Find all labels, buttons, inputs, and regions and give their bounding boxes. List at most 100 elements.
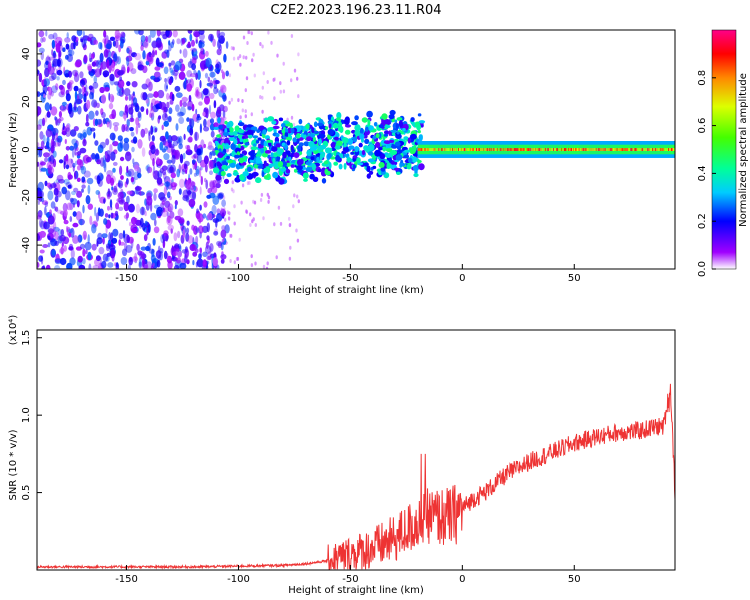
heatmap-cell — [288, 223, 292, 228]
heatmap-cell — [94, 68, 101, 78]
heatmap-cell — [156, 259, 161, 268]
heatmap-cell — [197, 70, 201, 80]
heatmap-cell — [45, 30, 48, 37]
heatmap-cell — [208, 159, 214, 170]
heatmap-cell — [77, 105, 82, 115]
heatmap-cell — [68, 102, 73, 112]
heatmap-cell — [188, 189, 191, 197]
heatmap-cell — [167, 215, 171, 224]
heatmap-cell — [213, 122, 219, 128]
heatmap-cell — [230, 97, 234, 102]
heatmap-cell — [57, 138, 62, 147]
heatmap-cell — [147, 166, 153, 173]
heatmap-cell — [84, 241, 92, 251]
x-tick-label: 50 — [568, 574, 581, 585]
y-tick-label: 1.5 — [21, 330, 32, 346]
heatmap-cell — [208, 33, 214, 42]
heatmap-cell — [135, 203, 140, 214]
heatmap-cell — [166, 164, 174, 174]
heatmap-cell — [366, 173, 371, 179]
heatmap-cell — [296, 238, 300, 243]
heatmap-cell — [275, 143, 281, 148]
heatmap-cell — [260, 147, 265, 154]
heatmap-cell — [279, 221, 283, 226]
heatmap-cell — [166, 92, 170, 101]
heatmap-cell — [122, 248, 128, 257]
heatmap-cell — [248, 151, 256, 156]
heatmap-cell — [384, 130, 389, 135]
heatmap-cell — [93, 39, 98, 45]
heatmap-cell — [50, 201, 56, 209]
heatmap-cell — [238, 237, 241, 242]
heatmap-cell — [167, 206, 172, 213]
heatmap-cell — [112, 141, 119, 147]
heatmap-cell — [213, 126, 220, 130]
heatmap-cell — [82, 132, 87, 138]
heatmap-cell — [70, 249, 75, 259]
heatmap-cell — [209, 71, 216, 78]
heatmap-cell — [72, 235, 79, 244]
heatmap-cell — [55, 36, 63, 45]
heatmap-cell — [159, 141, 164, 151]
heatmap-cell — [227, 165, 231, 169]
heatmap-cell — [248, 30, 251, 35]
heatmap-cell — [196, 258, 204, 268]
heatmap-cell — [206, 222, 210, 233]
heatmap-cell — [113, 125, 119, 132]
heatmap-cell — [205, 179, 208, 190]
heatmap-cell — [245, 138, 249, 143]
heatmap-cell — [89, 57, 93, 63]
heatmap-cell — [73, 101, 77, 111]
heatmap-cell — [105, 43, 112, 50]
heatmap-cell — [152, 171, 155, 177]
heatmap-cell — [151, 50, 155, 58]
heatmap-cell — [233, 221, 236, 226]
heatmap-cell — [150, 212, 157, 221]
heatmap-cell — [217, 117, 221, 124]
heatmap-cell — [90, 127, 96, 132]
heatmap-cell — [61, 242, 64, 247]
heatmap-cell — [101, 233, 108, 239]
heatmap-cell — [177, 208, 184, 217]
heatmap-cell — [188, 136, 193, 143]
heatmap-cell — [161, 210, 168, 218]
heatmap-cell — [161, 200, 165, 206]
heatmap-cell — [104, 87, 110, 92]
heatmap-cell — [80, 165, 87, 175]
heatmap-cell — [179, 217, 185, 226]
heatmap-cell — [134, 252, 138, 261]
heatmap-cell — [128, 93, 132, 102]
heatmap-cell — [85, 249, 88, 255]
heatmap-cell — [185, 169, 188, 175]
heatmap-cell — [186, 70, 193, 78]
heatmap-cell — [229, 233, 232, 238]
heatmap-cell — [39, 230, 46, 238]
heatmap-cell — [388, 157, 393, 163]
heatmap-cell — [396, 145, 402, 150]
heatmap-cell — [273, 127, 277, 135]
heatmap-cell — [199, 80, 202, 89]
heatmap-cell — [176, 38, 181, 45]
heatmap-cell — [193, 185, 197, 191]
heatmap-cell — [155, 57, 160, 67]
heatmap-cell — [153, 188, 158, 194]
heatmap-cell — [312, 176, 319, 182]
heatmap-cell — [186, 220, 190, 226]
heatmap-cell — [189, 127, 194, 136]
heatmap-cell — [296, 138, 300, 144]
spectrogram-x-axis-label: Height of straight line (km) — [288, 285, 424, 296]
heatmap-cell — [346, 157, 352, 163]
heatmap-cell — [47, 228, 55, 234]
heatmap-cell — [321, 178, 327, 184]
heatmap-cell — [411, 121, 416, 126]
heatmap-cell — [246, 181, 250, 186]
heatmap-cell — [185, 227, 190, 234]
heatmap-cell — [178, 111, 185, 117]
heatmap-cell — [367, 151, 374, 156]
heatmap-cell — [251, 171, 259, 177]
spectrogram-y-ticks: -40 -20 0 20 40 — [21, 48, 42, 253]
x-tick-label: 0 — [459, 273, 465, 284]
heatmap-cell — [245, 76, 249, 81]
colorbar: 0.0 0.2 0.4 0.6 0.8 Normalized spectral ampl… — [697, 29, 749, 277]
heatmap-cell — [126, 81, 131, 87]
